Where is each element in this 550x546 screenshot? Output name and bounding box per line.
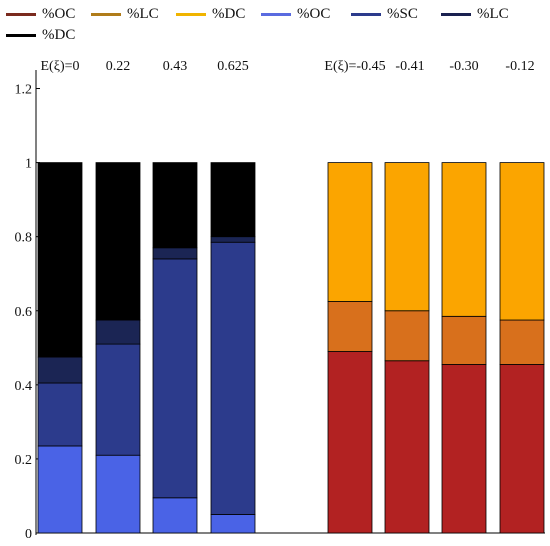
- legend-item: %OC: [6, 6, 75, 23]
- bar-segment: [210, 241, 256, 515]
- bar-segment: [499, 364, 545, 534]
- bar-top-label: 0.43: [163, 59, 188, 74]
- bar-segment: [327, 301, 373, 352]
- y-tick-label: 1.2: [15, 83, 33, 98]
- bar-top-label: -0.30: [449, 59, 478, 74]
- bar-top-label: -0.41: [395, 59, 424, 74]
- legend: %OC %LC %DC %OC %SC %LC %DC: [6, 6, 546, 46]
- bar-segment: [499, 319, 545, 365]
- bar-segment: [37, 382, 83, 447]
- bar-segment: [327, 351, 373, 534]
- bar-segment: [95, 319, 141, 345]
- bar-segment: [210, 236, 256, 243]
- legend-swatch: [261, 13, 291, 16]
- bar-segment: [37, 162, 83, 358]
- legend-swatch: [91, 13, 121, 16]
- y-tick-label: 0.8: [15, 231, 33, 246]
- bar-segment: [441, 162, 487, 317]
- top-labels: E(ξ)=0 0.22 0.43 0.625 E(ξ)=-0.45 -0.41 -0.30 -…: [40, 59, 534, 74]
- bar-top-label: -0.12: [505, 59, 534, 74]
- y-tick-label: 0.6: [15, 305, 33, 320]
- bar-segment: [152, 162, 198, 249]
- legend-label: %OC: [42, 6, 76, 22]
- bar-segment: [499, 162, 545, 321]
- bar-segment: [384, 360, 430, 534]
- legend-item: %OC: [261, 6, 330, 23]
- bar-segment: [384, 162, 430, 312]
- bar-segment: [327, 162, 373, 302]
- bar-segment: [384, 310, 430, 362]
- legend-swatch: [6, 13, 36, 16]
- legend-label: %SC: [387, 6, 418, 22]
- bar-segment: [95, 343, 141, 456]
- bar-segment: [37, 356, 83, 384]
- bar-segment: [37, 445, 83, 534]
- bar-segment: [152, 247, 198, 260]
- bar-segment: [95, 162, 141, 321]
- bar-segment: [210, 162, 256, 238]
- legend-label: %OC: [297, 6, 331, 22]
- legend-item: %DC: [176, 6, 245, 23]
- legend-label: %LC: [477, 6, 509, 22]
- y-tick-label: 0.4: [15, 379, 33, 394]
- bar-top-label: E(ξ)=0: [40, 59, 79, 74]
- legend-label: %DC: [42, 27, 76, 43]
- legend-swatch: [351, 13, 381, 16]
- bar-segment: [441, 315, 487, 365]
- bar-top-label: 0.625: [217, 59, 249, 74]
- y-tick-label: 1: [25, 157, 32, 172]
- legend-label: %LC: [127, 6, 159, 22]
- bar-segment: [152, 258, 198, 499]
- bars: [37, 162, 545, 534]
- legend-item: %LC: [441, 6, 509, 23]
- bar-top-label: 0.22: [106, 59, 131, 74]
- legend-label: %DC: [212, 6, 246, 22]
- bar-segment: [441, 364, 487, 534]
- legend-swatch: [176, 13, 206, 16]
- legend-swatch: [6, 34, 36, 37]
- bar-segment: [152, 497, 198, 534]
- y-tick-label: 0: [25, 527, 32, 542]
- legend-item: %LC: [91, 6, 159, 23]
- legend-swatch: [441, 13, 471, 16]
- bar-segment: [210, 514, 256, 534]
- legend-item: %DC: [6, 27, 75, 44]
- y-tick-label: 0.2: [15, 453, 33, 468]
- bar-top-label: E(ξ)=-0.45: [324, 59, 385, 74]
- bar-segment: [95, 454, 141, 534]
- legend-item: %SC: [351, 6, 418, 23]
